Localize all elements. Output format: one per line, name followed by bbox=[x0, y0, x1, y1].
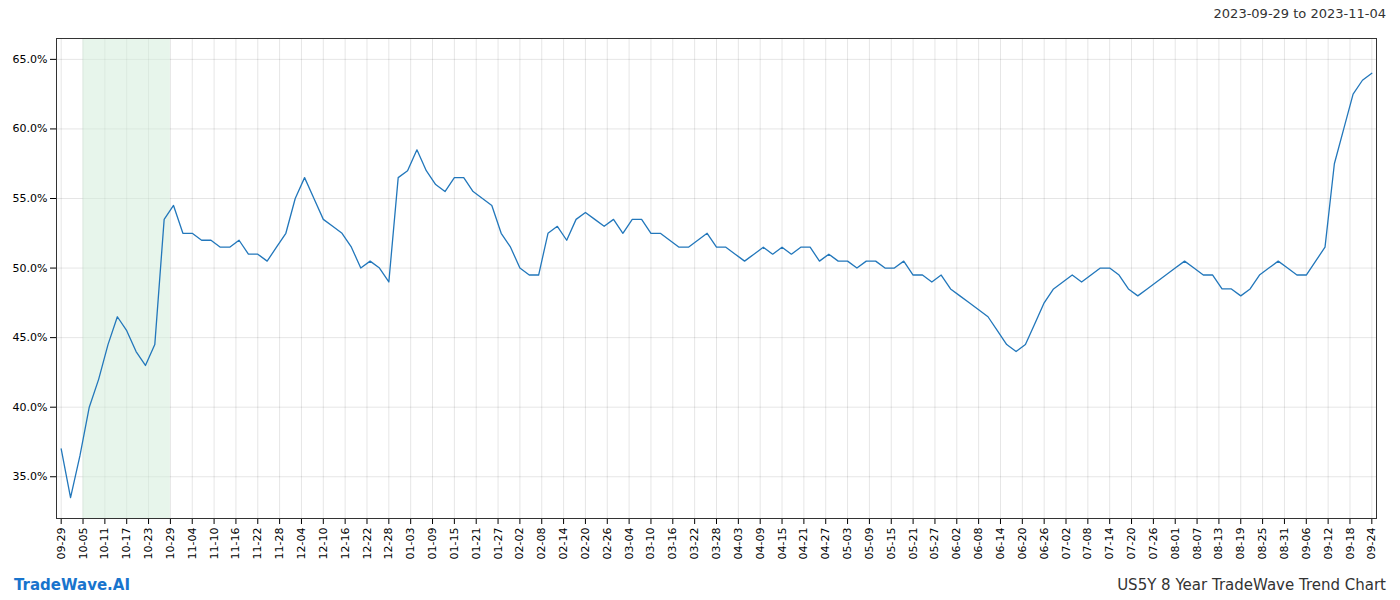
svg-text:11-22: 11-22 bbox=[251, 528, 264, 560]
svg-text:06-08: 06-08 bbox=[972, 528, 985, 560]
svg-text:12-16: 12-16 bbox=[339, 528, 352, 560]
svg-text:05-03: 05-03 bbox=[841, 528, 854, 560]
svg-text:08-13: 08-13 bbox=[1212, 528, 1225, 560]
svg-text:02-20: 02-20 bbox=[579, 528, 592, 560]
svg-text:05-09: 05-09 bbox=[863, 528, 876, 560]
svg-text:45.0%: 45.0% bbox=[13, 331, 48, 344]
svg-text:11-04: 11-04 bbox=[186, 528, 199, 560]
svg-text:50.0%: 50.0% bbox=[13, 262, 48, 275]
svg-text:12-28: 12-28 bbox=[382, 528, 395, 560]
html-text:2023-09-29 to 2023-11-04: 2023-09-29 to 2023-11-04 bbox=[1213, 5, 1386, 21]
svg-text:04-03: 04-03 bbox=[732, 528, 745, 560]
svg-text:02-08: 02-08 bbox=[535, 528, 548, 560]
svg-text:08-19: 08-19 bbox=[1234, 528, 1247, 560]
svg-text:11-16: 11-16 bbox=[229, 528, 242, 560]
svg-text:01-03: 01-03 bbox=[404, 528, 417, 560]
svg-text:55.0%: 55.0% bbox=[13, 192, 48, 205]
svg-text:07-14: 07-14 bbox=[1103, 528, 1116, 560]
html-text:TradeWave.AI: TradeWave.AI bbox=[14, 576, 130, 594]
svg-text:09-18: 09-18 bbox=[1343, 528, 1356, 560]
svg-text:04-21: 04-21 bbox=[797, 528, 810, 560]
svg-text:11-10: 11-10 bbox=[208, 528, 221, 560]
svg-text:08-25: 08-25 bbox=[1256, 528, 1269, 560]
svg-text:01-09: 01-09 bbox=[426, 528, 439, 560]
svg-text:09-12: 09-12 bbox=[1322, 528, 1335, 560]
svg-text:04-15: 04-15 bbox=[776, 528, 789, 560]
svg-text:10-29: 10-29 bbox=[164, 528, 177, 560]
svg-text:11-28: 11-28 bbox=[273, 528, 286, 560]
svg-text:09-29: 09-29 bbox=[55, 528, 68, 560]
svg-text:07-08: 07-08 bbox=[1081, 528, 1094, 560]
svg-text:12-22: 12-22 bbox=[361, 528, 374, 560]
svg-text:03-28: 03-28 bbox=[710, 528, 723, 560]
svg-text:10-11: 10-11 bbox=[98, 528, 111, 560]
svg-text:03-22: 03-22 bbox=[688, 528, 701, 560]
svg-text:07-20: 07-20 bbox=[1125, 528, 1138, 560]
svg-text:12-04: 12-04 bbox=[295, 528, 308, 560]
svg-text:05-21: 05-21 bbox=[907, 528, 920, 560]
svg-text:01-21: 01-21 bbox=[470, 528, 483, 560]
svg-text:08-07: 08-07 bbox=[1191, 528, 1204, 560]
svg-text:02-26: 02-26 bbox=[601, 528, 614, 560]
svg-text:06-02: 06-02 bbox=[950, 528, 963, 560]
svg-text:06-14: 06-14 bbox=[994, 528, 1007, 560]
svg-text:04-27: 04-27 bbox=[819, 528, 832, 560]
svg-text:35.0%: 35.0% bbox=[13, 470, 48, 483]
svg-text:06-26: 06-26 bbox=[1038, 528, 1051, 560]
svg-text:04-09: 04-09 bbox=[754, 528, 767, 560]
svg-text:02-02: 02-02 bbox=[513, 528, 526, 560]
svg-text:09-24: 09-24 bbox=[1365, 528, 1378, 560]
html-text:US5Y 8 Year TradeWave Trend Ch: US5Y 8 Year TradeWave Trend Chart bbox=[1117, 576, 1386, 594]
svg-text:01-27: 01-27 bbox=[492, 528, 505, 560]
svg-text:10-23: 10-23 bbox=[142, 528, 155, 560]
svg-text:07-26: 07-26 bbox=[1147, 528, 1160, 560]
svg-text:09-06: 09-06 bbox=[1300, 528, 1313, 560]
svg-text:03-16: 03-16 bbox=[666, 528, 679, 560]
svg-text:10-05: 10-05 bbox=[77, 528, 90, 560]
svg-text:02-14: 02-14 bbox=[557, 528, 570, 560]
svg-text:06-20: 06-20 bbox=[1016, 528, 1029, 560]
svg-text:05-15: 05-15 bbox=[885, 528, 898, 560]
svg-text:03-10: 03-10 bbox=[644, 528, 657, 560]
svg-text:07-02: 07-02 bbox=[1060, 528, 1073, 560]
svg-text:10-17: 10-17 bbox=[120, 528, 133, 560]
svg-text:12-10: 12-10 bbox=[317, 528, 330, 560]
svg-text:03-04: 03-04 bbox=[623, 528, 636, 560]
svg-text:08-01: 08-01 bbox=[1169, 528, 1182, 560]
svg-text:08-31: 08-31 bbox=[1278, 528, 1291, 560]
svg-text:40.0%: 40.0% bbox=[13, 401, 48, 414]
svg-text:65.0%: 65.0% bbox=[13, 53, 48, 66]
svg-text:01-15: 01-15 bbox=[448, 528, 461, 560]
svg-text:60.0%: 60.0% bbox=[13, 122, 48, 135]
svg-text:05-27: 05-27 bbox=[928, 528, 941, 560]
